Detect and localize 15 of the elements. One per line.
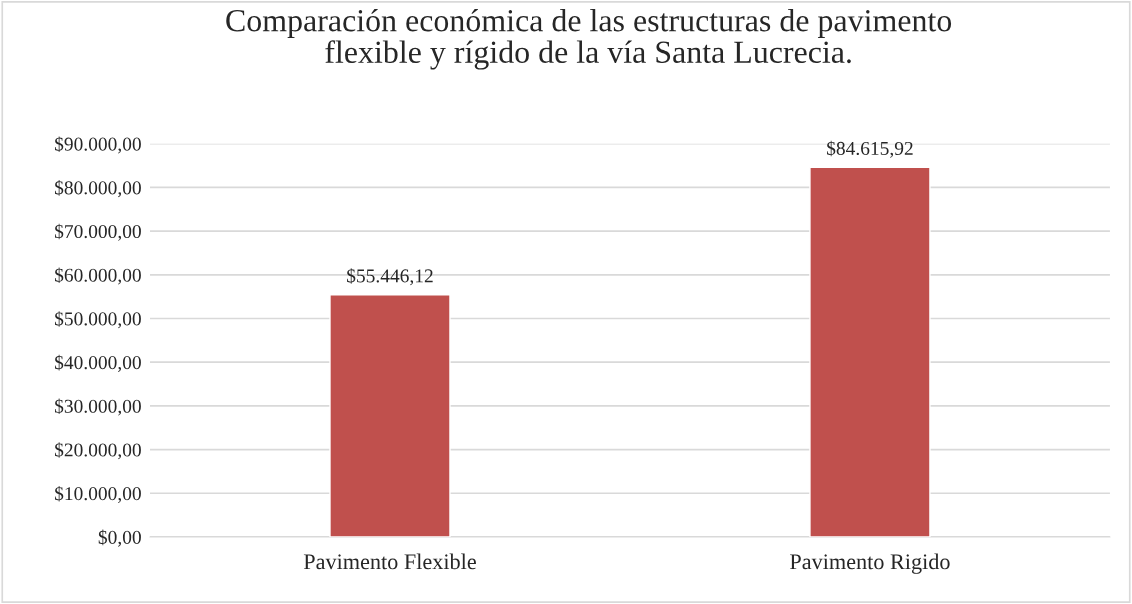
data-label: $84.615,92: [827, 140, 913, 158]
x-tick-label: Pavimento Rigido: [790, 553, 950, 574]
x-tick-label: Pavimento Flexible: [303, 553, 476, 570]
y-tick-label: $0,00: [98, 529, 141, 547]
data-label: $55.446,12: [347, 268, 433, 286]
y-tick-label: $60.000,00: [54, 267, 141, 285]
y-tick-label: $10.000,00: [54, 485, 141, 503]
y-tick-label: $30.000,00: [54, 398, 141, 416]
y-tick-label: $80.000,00: [54, 180, 141, 198]
y-tick-label: $50.000,00: [54, 311, 141, 329]
y-tick-label: $20.000,00: [54, 442, 141, 460]
chart-title: Comparación económica de las estructuras de pavimento flexible y rígido de la vía Santa Lucrecia.: [226, 8, 952, 70]
y-tick-label: $40.000,00: [54, 354, 141, 372]
y-tick-label: $70.000,00: [54, 223, 141, 241]
y-tick-label: $90.000,00: [54, 136, 141, 154]
